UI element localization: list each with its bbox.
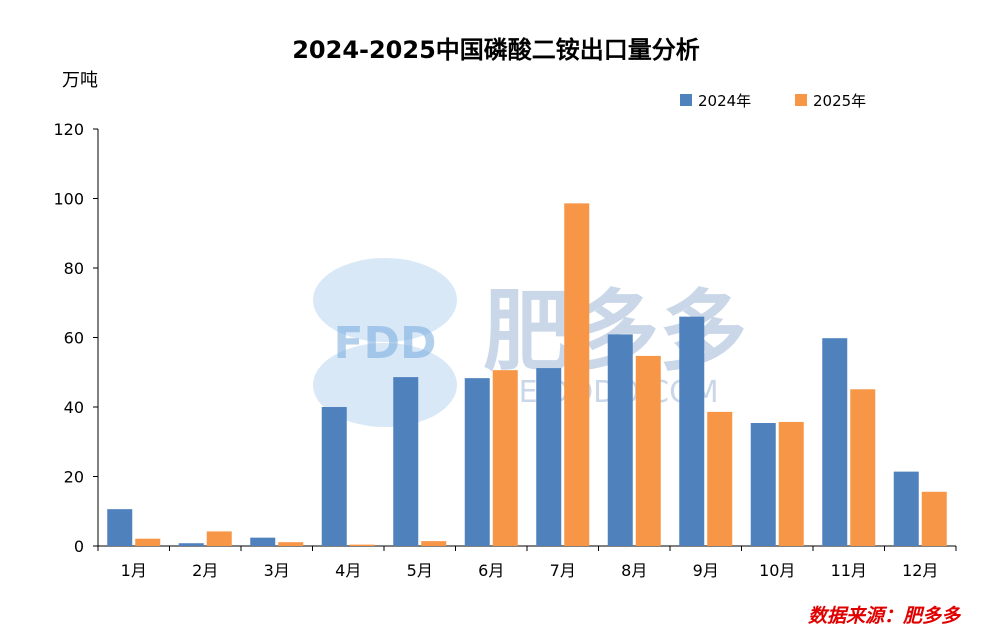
bar-series1-6 [464, 378, 490, 546]
bar-series1-12 [893, 471, 919, 546]
x-tick-label: 1月 [121, 561, 147, 580]
bar-series1-7 [536, 368, 562, 546]
x-tick-label: 9月 [693, 561, 719, 580]
bar-series1-5 [393, 377, 419, 546]
x-tick-label: 11月 [831, 561, 867, 580]
bar-series2-4 [349, 544, 375, 546]
y-tick-label: 0 [74, 537, 84, 556]
bar-series1-9 [679, 316, 705, 546]
x-tick-label: 3月 [264, 561, 290, 580]
watermark-logo-shape-bottom [313, 343, 457, 427]
y-tick-label: 40 [64, 398, 84, 417]
y-tick-label: 20 [64, 468, 84, 487]
y-tick-label: 80 [64, 259, 84, 278]
x-tick-label: 10月 [759, 561, 795, 580]
bar-series2-12 [921, 491, 947, 546]
y-axis-unit-label: 万吨 [62, 70, 98, 91]
x-tick-label: 5月 [407, 561, 433, 580]
bar-series2-11 [850, 389, 876, 546]
x-tick-label: 8月 [621, 561, 647, 580]
watermark-logo-shape-top [313, 258, 457, 342]
x-axis: 1月 2月 3月 4月 5月 6月 7月 8月 9月 10月 11月 12月 [97, 545, 957, 580]
bar-series1-4 [321, 407, 347, 546]
bar-series2-9 [707, 411, 733, 546]
bar-series2-2 [206, 531, 232, 546]
x-tick-label: 7月 [550, 561, 576, 580]
bar-series2-1 [135, 538, 161, 546]
bars [107, 203, 947, 547]
x-tick-label: 4月 [335, 561, 361, 580]
bar-series1-8 [607, 334, 633, 546]
legend-swatch [680, 94, 692, 106]
legend-label: 2024年 [698, 92, 751, 110]
x-tick-label: 12月 [902, 561, 938, 580]
x-tick-label: 6月 [478, 561, 504, 580]
y-tick-label: 60 [64, 329, 84, 348]
bar-series2-7 [564, 203, 590, 547]
source-note: 数据来源：肥多多 [808, 605, 962, 627]
bar-series1-10 [750, 422, 776, 546]
bar-series1-2 [178, 543, 204, 546]
bar-series2-5 [421, 541, 447, 546]
bar-series2-6 [492, 370, 518, 546]
watermark-logo-text: FDD [333, 318, 436, 369]
bar-series1-11 [822, 338, 848, 546]
x-tick-label: 2月 [192, 561, 218, 580]
legend: 2024年 2025年 [680, 92, 866, 110]
bar-series1-1 [107, 509, 133, 546]
y-tick-label: 100 [53, 190, 84, 209]
bar-series2-8 [635, 355, 661, 546]
bar-series2-10 [778, 421, 804, 546]
legend-swatch [795, 94, 807, 106]
y-tick-label: 120 [53, 120, 84, 139]
chart-title: 2024-2025中国磷酸二铵出口量分析 [292, 36, 700, 64]
bar-series1-3 [250, 537, 276, 546]
y-axis: 0 20 40 60 80 100 120 [53, 120, 99, 556]
bar-series2-3 [278, 542, 304, 546]
legend-label: 2025年 [813, 92, 866, 110]
